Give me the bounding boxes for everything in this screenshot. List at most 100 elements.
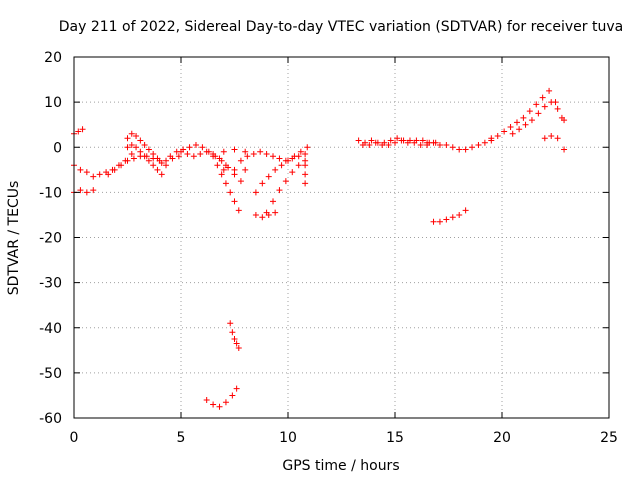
y-tick-label: -30 [39, 276, 62, 292]
data-point [242, 148, 249, 155]
grid [74, 57, 609, 418]
data-point [90, 173, 97, 180]
data-point [404, 139, 411, 146]
data-point [394, 135, 401, 142]
data-point [387, 137, 394, 144]
series-track-a [71, 126, 86, 137]
data-point [561, 146, 568, 153]
series-track-i [210, 153, 242, 214]
data-point [222, 399, 229, 406]
data-point [143, 153, 150, 160]
data-point [513, 119, 520, 126]
data-point [229, 392, 236, 399]
y-tick-label: -20 [39, 231, 62, 247]
data-point [216, 403, 223, 410]
data-point [469, 144, 476, 151]
data-point [417, 141, 424, 148]
data-point [276, 155, 283, 162]
data-point [150, 162, 157, 169]
data-point [372, 139, 379, 146]
data-point [541, 103, 548, 110]
data-point [302, 180, 309, 187]
y-tick-label: -40 [39, 321, 62, 337]
data-point [526, 108, 533, 115]
data-point [145, 146, 152, 153]
data-point [272, 166, 279, 173]
data-point [541, 135, 548, 142]
series-track-w [509, 99, 568, 137]
data-point [436, 141, 443, 148]
data-point [270, 153, 277, 160]
data-point [130, 155, 137, 162]
data-point [462, 207, 469, 214]
data-point [137, 137, 144, 144]
series-track-j [220, 166, 249, 173]
data-point [494, 132, 501, 139]
data-point [222, 162, 229, 169]
data-point [154, 166, 161, 173]
x-tick-label: 20 [493, 430, 511, 446]
data-point [366, 141, 373, 148]
data-point [488, 135, 495, 142]
data-point [158, 171, 165, 178]
data-point [216, 155, 223, 162]
data-point [449, 214, 456, 221]
data-point [79, 126, 86, 133]
data-point [237, 157, 244, 164]
x-tick-label: 0 [70, 430, 79, 446]
data-point [436, 218, 443, 225]
data-points [71, 87, 568, 410]
series-track-g [167, 141, 244, 185]
series-track-v [488, 87, 565, 142]
data-point [231, 198, 238, 205]
data-point [291, 153, 298, 160]
data-point [133, 144, 140, 151]
series-track-k [220, 146, 249, 155]
y-tick-label: -50 [39, 366, 62, 382]
data-point [462, 146, 469, 153]
series-track-m [252, 144, 311, 196]
data-point [398, 137, 405, 144]
data-point [304, 144, 311, 151]
data-point [175, 153, 182, 160]
data-point [520, 114, 527, 121]
series-track-h [178, 148, 229, 169]
data-point [379, 141, 386, 148]
data-point [203, 396, 210, 403]
data-point [302, 151, 309, 158]
data-point [302, 162, 309, 169]
x-tick-label: 15 [386, 430, 404, 446]
data-point [430, 218, 437, 225]
x-tick-label: 10 [279, 430, 297, 446]
data-point [167, 153, 174, 160]
series-track-n [263, 157, 309, 216]
data-point [124, 157, 131, 164]
data-point [302, 171, 309, 178]
series-track-o [252, 209, 279, 221]
data-point [278, 162, 285, 169]
data-point [276, 187, 283, 194]
data-point [259, 180, 266, 187]
data-point [231, 336, 238, 343]
data-point [184, 151, 191, 158]
data-point [197, 151, 204, 158]
data-point [368, 137, 375, 144]
series-track-c [71, 151, 135, 180]
series-track-q [203, 385, 240, 410]
data-point [156, 157, 163, 164]
data-point [242, 166, 249, 173]
data-point [528, 117, 535, 124]
data-point [297, 148, 304, 155]
data-point [539, 94, 546, 101]
data-point [282, 178, 289, 185]
data-point [190, 153, 197, 160]
data-point [449, 144, 456, 151]
data-point [546, 87, 553, 94]
y-tick-label: 0 [53, 140, 62, 156]
data-point [90, 187, 97, 194]
data-point [252, 211, 259, 218]
x-tick-labels: 0 5 10 15 20 25 [70, 430, 618, 446]
data-point [509, 130, 516, 137]
y-tick-label: -10 [39, 185, 62, 201]
data-point [456, 211, 463, 218]
